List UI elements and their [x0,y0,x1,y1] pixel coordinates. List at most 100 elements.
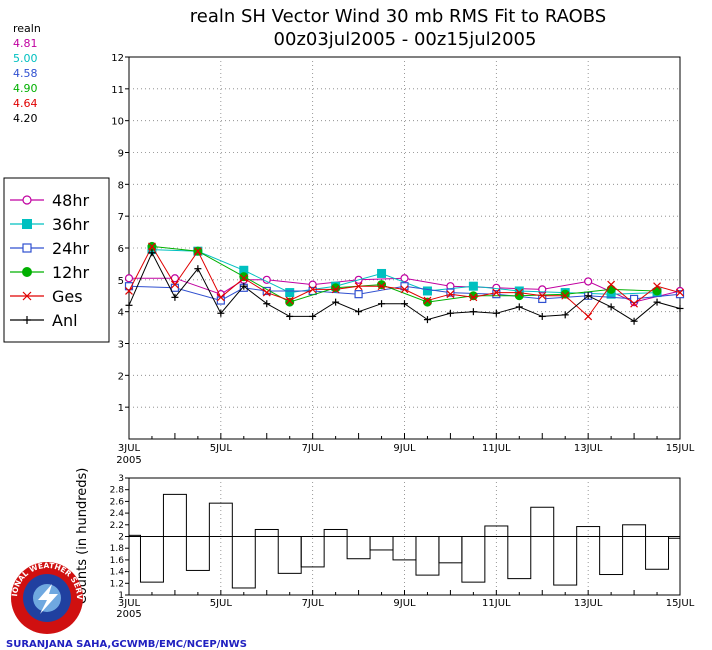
count-bar [231,536,256,589]
data-point [653,282,661,291]
count-bar [139,536,164,583]
legend-item-anl: Anl [10,311,78,330]
counts-x-tick-label: 5JUL [210,598,233,609]
y-tick-label: 4 [118,308,124,319]
data-point [262,288,271,297]
x-tick-label: 5JUL [210,443,233,454]
data-point [515,288,524,297]
count-bar [300,536,325,568]
x-tick-label: 15JUL [666,443,695,454]
counts-x-tick-label: 3JUL [118,598,141,609]
counts-y-tick-label: 2 [118,533,124,543]
data-point [561,291,570,300]
data-point [285,288,295,298]
count-bar [484,525,509,537]
data-point [148,249,156,257]
data-point [423,316,431,324]
x-tick-year: 2005 [116,455,141,466]
stats-value: 4.64 [13,97,38,110]
count-bar [346,536,371,560]
data-point [676,304,684,312]
counts-y-tick-label: 2.2 [110,521,124,531]
data-point [286,312,294,320]
count-bar [128,534,141,538]
counts-x-tick-label: 7JUL [302,598,325,609]
chart-title: realn SH Vector Wind 30 mb RMS Fit to RA… [190,6,606,27]
legend-item-24hr: 24hr [10,239,90,258]
y-tick-label: 7 [118,212,124,223]
legend-marker [22,291,32,301]
data-point [378,300,386,308]
y-tick-label: 10 [111,117,124,128]
legend-label: Anl [52,311,78,330]
data-point [194,265,202,273]
data-point [125,287,133,295]
data-point [630,317,638,325]
data-point [560,289,570,299]
count-bar [277,536,302,574]
counts-y-tick-label: 1.4 [110,568,125,578]
legend-label: 36hr [52,215,90,234]
count-bar [254,528,279,537]
stats-value: 4.90 [13,82,38,95]
legend: 48hr 36hr 24hr 12hr Ges Anl [3,177,110,343]
counts-y-tick-label: 2.4 [110,509,125,519]
data-point [630,299,639,308]
stats-value: 4.20 [13,112,38,125]
stats-label: realn [13,22,41,35]
y-tick-label: 8 [118,180,124,191]
counts-y-tick-label: 2.8 [110,486,125,496]
data-point [446,288,455,297]
data-point [355,308,363,316]
counts-y-tick-label: 1 [118,591,124,601]
data-point [377,280,387,290]
data-point [515,303,523,311]
data-point [124,274,134,283]
legend-marker [22,219,32,229]
data-point [331,285,340,294]
counts-y-tick-label: 1.8 [110,544,125,554]
data-point [629,294,639,304]
counts-x-tick-label: 11JUL [482,598,511,609]
counts-ylabel: Counts (in hundreds) [75,468,90,605]
count-bar [530,506,555,537]
data-point [492,290,501,299]
footer-credit: SURANJANA SAHA,GCWMB/EMC/NCEP/NWS [6,639,247,650]
data-point [607,280,616,289]
count-bar [369,536,394,551]
counts-y-tick-label: 1.2 [110,579,124,589]
data-point [676,288,684,297]
data-point [538,312,546,320]
legend-marker [22,243,32,253]
data-point [584,277,593,286]
legend-label: Ges [52,287,83,306]
data-point [239,274,248,283]
stats-block: realn 4.81 5.00 4.58 4.90 4.64 4.20 [13,22,41,125]
legend-item-48hr: 48hr [10,191,90,210]
count-bar [553,536,578,586]
series-anl [125,249,684,325]
counts-x-tick-label: 15JUL [666,598,695,609]
data-point [538,285,547,294]
series-line [129,277,681,303]
legend-item-12hr: 12hr [10,263,90,282]
legend-marker [23,316,31,324]
data-point [263,300,271,308]
data-point [125,301,133,309]
count-bar [438,536,463,564]
data-point [309,312,317,320]
counts-y-tick-label: 2.6 [110,497,125,507]
data-point [331,283,341,293]
x-tick-label: 3JUL [118,443,141,454]
data-point [239,272,249,282]
data-point [422,286,432,296]
stats-value: 4.58 [13,67,38,80]
y-tick-label: 6 [118,244,124,255]
data-point [468,291,478,301]
legend-item-ges: Ges [10,287,83,306]
legend-label: 48hr [52,191,90,210]
legend-label: 24hr [52,239,90,258]
count-bar [668,536,681,539]
counts-y-tick-label: 3 [118,474,124,484]
